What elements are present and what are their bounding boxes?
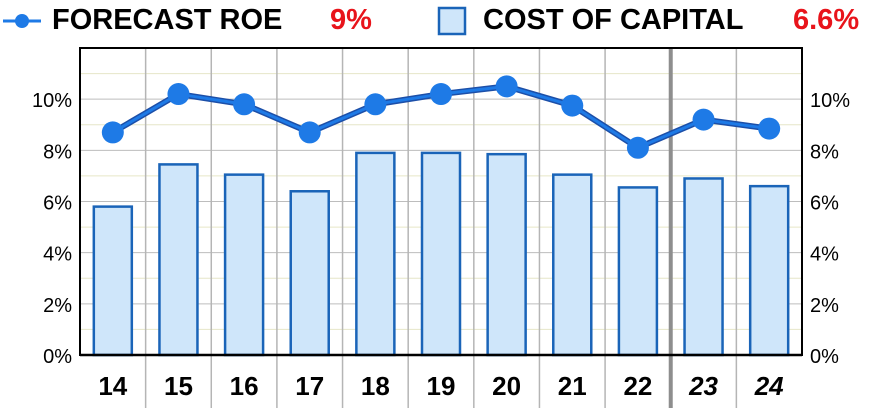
y-tick-label-left: 2% (43, 295, 72, 317)
line-point (364, 93, 387, 116)
bar (355, 151, 396, 357)
line-point (758, 117, 781, 140)
line-point (692, 108, 715, 131)
y-tick-label-right: 6% (810, 193, 839, 215)
x-tick-label: 21 (558, 371, 587, 401)
y-tick-label-left: 8% (43, 141, 72, 163)
y-tick-label-right: 2% (810, 295, 839, 317)
y-tick-label-left: 10% (32, 90, 72, 112)
bar (486, 152, 527, 357)
legend-coc-label: COST OF CAPITAL (483, 4, 744, 36)
line-point (561, 94, 584, 117)
legend-roe-label: FORECAST ROE (52, 4, 283, 36)
bar (683, 177, 724, 357)
y-tick-label-right: 4% (810, 244, 839, 266)
y-tick-label-left: 6% (43, 193, 72, 215)
line-point (626, 136, 649, 159)
x-tick-label: 20 (492, 371, 521, 401)
y-tick-label-right: 10% (810, 90, 850, 112)
line-point (167, 83, 190, 106)
x-tick-label: 23 (688, 371, 718, 401)
x-tick-label: 16 (230, 371, 259, 401)
x-tick-label: 18 (361, 371, 390, 401)
line-point (298, 121, 321, 144)
legend: FORECAST ROE 9% COST OF CAPITAL 6.6% (0, 0, 872, 44)
bar (92, 205, 134, 357)
x-tick-label: 14 (98, 371, 127, 401)
y-tick-label-left: 4% (43, 244, 72, 266)
y-tick-label-right: 0% (810, 346, 839, 368)
bar (617, 186, 659, 357)
bar (289, 190, 330, 357)
y-tick-label-left: 0% (43, 346, 72, 368)
bar (223, 173, 265, 357)
bar (748, 184, 790, 357)
line-point (495, 75, 518, 98)
bar (552, 173, 593, 357)
line-marker-icon (3, 14, 41, 28)
y-tick-label-right: 8% (810, 141, 839, 163)
x-tick-label: 22 (623, 371, 652, 401)
line-point (101, 121, 124, 144)
legend-roe-value: 9% (330, 4, 372, 36)
bar-swatch-icon (437, 6, 467, 36)
line-point (430, 83, 452, 106)
x-tick-label: 24 (754, 371, 784, 401)
bar (158, 163, 199, 357)
line-point (233, 93, 256, 116)
bar (420, 151, 462, 357)
x-tick-label: 15 (164, 371, 193, 401)
legend-coc-value: 6.6% (793, 4, 860, 36)
x-tick-label: 17 (295, 371, 324, 401)
x-tick-label: 19 (427, 371, 456, 401)
